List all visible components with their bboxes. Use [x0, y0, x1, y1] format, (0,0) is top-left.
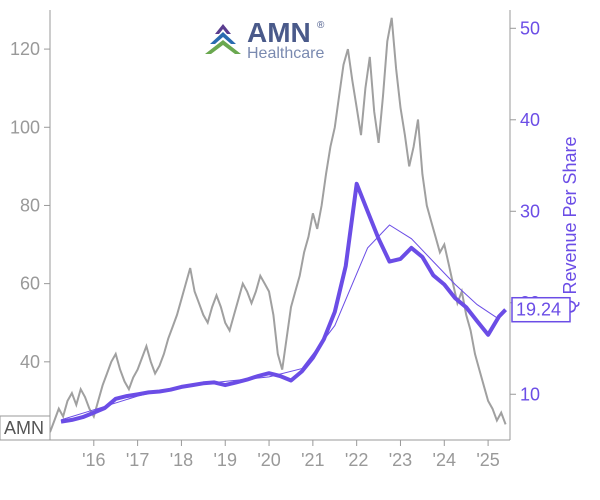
amn-logo: AMN ® Healthcare — [205, 17, 325, 62]
svg-text:50: 50 — [520, 18, 540, 38]
svg-text:40: 40 — [520, 110, 540, 130]
svg-text:'21: '21 — [301, 450, 324, 470]
svg-text:40: 40 — [20, 352, 40, 372]
dual-axis-chart: 406080100120 1020304050 '16'17'18'19'20'… — [0, 0, 600, 500]
chart-container: 406080100120 1020304050 '16'17'18'19'20'… — [0, 0, 600, 500]
svg-text:'16: '16 — [82, 450, 105, 470]
logo-registered-mark: ® — [317, 20, 325, 31]
svg-text:'17: '17 — [126, 450, 149, 470]
value-text: 19.24 — [516, 300, 561, 320]
svg-text:'25: '25 — [476, 450, 499, 470]
svg-text:'24: '24 — [433, 450, 456, 470]
current-value-label: 19.24 — [512, 298, 570, 322]
logo-primary-text: AMN — [247, 17, 311, 48]
svg-text:'18: '18 — [170, 450, 193, 470]
svg-text:100: 100 — [10, 117, 40, 137]
svg-text:'23: '23 — [389, 450, 412, 470]
amn-logo-icon — [205, 24, 241, 54]
left-axis-ticks: 40 60 80 100 120 — [10, 39, 50, 372]
svg-text:30: 30 — [520, 201, 540, 221]
revenue-trend-line — [61, 225, 499, 420]
svg-text:'19: '19 — [214, 450, 237, 470]
svg-text:'22: '22 — [345, 450, 368, 470]
ticker-text: AMN — [4, 418, 44, 438]
svg-text:10: 10 — [520, 384, 540, 404]
svg-text:120: 120 — [10, 39, 40, 59]
ticker-label: AMN — [0, 416, 50, 440]
svg-text:80: 80 — [20, 195, 40, 215]
logo-secondary-text: Healthcare — [247, 45, 324, 62]
svg-text:60: 60 — [20, 274, 40, 294]
price-series-line — [50, 18, 506, 432]
right-axis-ticks: 1020304050 — [510, 18, 540, 404]
svg-text:'20: '20 — [257, 450, 280, 470]
x-axis-ticks: '16 '17 '18 '19 '20 '21 '22 '23 '24 '25 — [82, 440, 500, 470]
right-axis-title: Q Revenue Per Share — [560, 136, 580, 313]
